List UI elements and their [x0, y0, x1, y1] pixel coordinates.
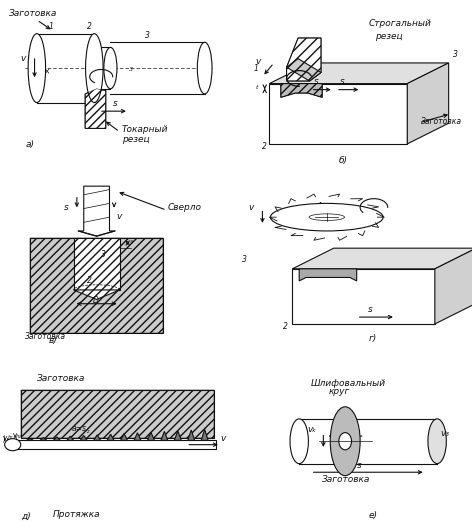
- Text: 2: 2: [87, 22, 92, 31]
- Text: 2: 2: [283, 322, 288, 331]
- Ellipse shape: [428, 419, 447, 464]
- Text: Заготовка: Заготовка: [37, 374, 85, 383]
- Text: v: v: [249, 203, 254, 212]
- Text: 1: 1: [253, 64, 258, 73]
- Text: 3: 3: [145, 31, 150, 40]
- Polygon shape: [40, 438, 47, 440]
- Text: s: s: [368, 305, 373, 314]
- Polygon shape: [287, 59, 321, 81]
- Text: D: D: [93, 296, 99, 305]
- Ellipse shape: [197, 42, 212, 94]
- Text: круг: круг: [329, 387, 350, 396]
- Text: 2: 2: [87, 276, 92, 285]
- Polygon shape: [80, 436, 87, 440]
- Text: 3: 3: [453, 50, 458, 59]
- Polygon shape: [30, 238, 163, 333]
- Text: Фреза: Фреза: [315, 202, 345, 211]
- Polygon shape: [269, 84, 407, 144]
- Ellipse shape: [86, 33, 103, 102]
- Text: s: s: [130, 239, 133, 244]
- Text: Заготовка: Заготовка: [421, 117, 462, 126]
- Polygon shape: [188, 430, 195, 440]
- Text: 2: 2: [263, 142, 267, 151]
- Ellipse shape: [104, 47, 117, 89]
- Text: z: z: [86, 429, 89, 434]
- Text: Заготовка: Заготовка: [9, 9, 58, 18]
- Polygon shape: [107, 434, 114, 440]
- Polygon shape: [67, 436, 74, 440]
- Polygon shape: [54, 437, 60, 440]
- Ellipse shape: [28, 33, 46, 102]
- Polygon shape: [78, 186, 115, 236]
- Polygon shape: [73, 238, 119, 290]
- Text: Заготовка: Заготовка: [322, 475, 371, 484]
- Polygon shape: [407, 63, 448, 144]
- Text: s: s: [314, 77, 319, 86]
- Polygon shape: [201, 429, 208, 440]
- Text: vₖ: vₖ: [307, 426, 317, 434]
- Text: h₂: h₂: [16, 434, 21, 439]
- Text: б): б): [338, 156, 347, 164]
- Text: а): а): [26, 140, 34, 149]
- Circle shape: [5, 439, 21, 450]
- Text: t: t: [255, 85, 258, 91]
- Text: ×: ×: [44, 67, 50, 76]
- Ellipse shape: [309, 214, 345, 220]
- Ellipse shape: [339, 432, 352, 450]
- Text: резец: резец: [122, 135, 149, 144]
- Polygon shape: [120, 434, 128, 440]
- Text: v: v: [21, 54, 26, 63]
- Ellipse shape: [290, 419, 309, 464]
- Text: 1: 1: [48, 22, 53, 31]
- Polygon shape: [161, 431, 168, 440]
- Text: Строгальный: Строгальный: [368, 20, 431, 29]
- Text: s: s: [356, 461, 362, 470]
- Polygon shape: [269, 63, 448, 84]
- Text: sₒ: sₒ: [333, 423, 340, 432]
- Text: Токарный: Токарный: [122, 125, 168, 134]
- Text: s: s: [64, 203, 69, 212]
- Polygon shape: [27, 438, 33, 440]
- Polygon shape: [435, 248, 474, 324]
- Text: v₃: v₃: [441, 429, 450, 438]
- Text: Заготовка: Заготовка: [26, 332, 66, 341]
- Polygon shape: [292, 269, 435, 324]
- Text: г): г): [368, 334, 376, 343]
- Text: в): в): [48, 335, 57, 344]
- Polygon shape: [94, 435, 100, 440]
- Polygon shape: [7, 440, 216, 449]
- Text: е): е): [368, 511, 377, 520]
- Text: s: s: [113, 99, 118, 108]
- Polygon shape: [281, 84, 322, 98]
- Polygon shape: [299, 269, 356, 281]
- Text: v: v: [221, 434, 226, 443]
- Text: Протяжка: Протяжка: [53, 510, 100, 519]
- Polygon shape: [134, 433, 141, 440]
- Polygon shape: [287, 38, 321, 81]
- Text: 3: 3: [242, 255, 246, 263]
- Text: s: s: [339, 77, 344, 86]
- Text: резец: резец: [375, 32, 403, 40]
- Ellipse shape: [330, 407, 360, 476]
- Text: Сверло: Сверло: [168, 203, 202, 212]
- Text: 3: 3: [129, 67, 133, 72]
- Text: h₁: h₁: [8, 435, 13, 440]
- Ellipse shape: [271, 204, 383, 231]
- Polygon shape: [85, 89, 106, 128]
- Polygon shape: [147, 432, 155, 440]
- Polygon shape: [21, 390, 214, 438]
- Text: a=s: a=s: [71, 425, 86, 434]
- Text: 3: 3: [101, 250, 106, 259]
- Polygon shape: [73, 290, 119, 299]
- Polygon shape: [174, 431, 181, 440]
- Polygon shape: [292, 248, 474, 269]
- Text: Шлифовальный: Шлифовальный: [311, 379, 386, 388]
- Text: v: v: [255, 57, 261, 66]
- Text: д): д): [21, 511, 30, 520]
- Text: v: v: [117, 211, 122, 220]
